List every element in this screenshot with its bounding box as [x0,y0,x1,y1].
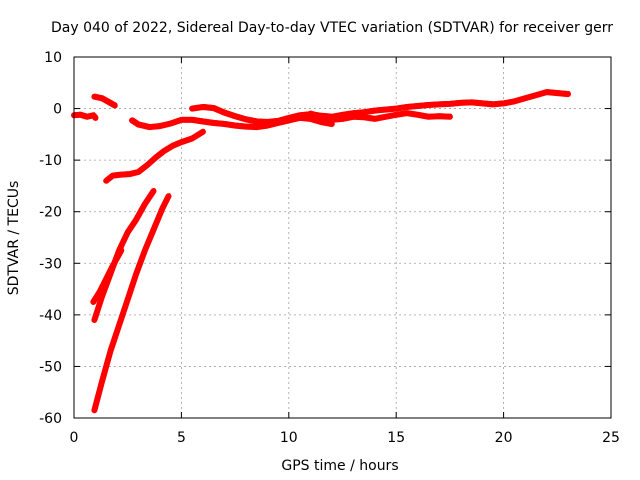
series-arc-8-overlay [92,247,124,302]
y-tick-label: -20 [39,205,62,221]
x-axis-label: GPS time / hours [281,458,398,474]
series-arc-4-overlay [191,89,571,122]
y-tick-label: -60 [39,411,62,427]
series-arc-2 [91,93,118,109]
series-arc-2-overlay [93,93,118,106]
y-tick-label: -40 [39,308,62,324]
grid [74,57,611,418]
series-layer [71,89,571,414]
plot-frame [73,56,612,419]
x-tick-label: 10 [280,430,298,446]
series-arc-1-overlay [73,111,98,118]
x-tick-label: 25 [602,430,620,446]
x-tick-label: 5 [177,430,186,446]
y-tick-label: -50 [39,359,62,375]
y-tick-label: 10 [44,50,62,66]
series-arc-5-overlay [309,110,453,120]
series-arc-9-overlay [93,193,171,411]
x-tick-label: 20 [495,430,513,446]
ticks: 0 5 10 15 20 25 10 0 -10 -20 -30 -40 -50 -60 [39,50,620,446]
chart-title: Day 040 of 2022, Sidereal Day-to-day VTE… [51,20,613,36]
x-tick-label: 15 [387,430,405,446]
y-tick-label: 0 [53,102,62,118]
x-tick-label: 0 [70,430,79,446]
y-tick-label: -30 [39,256,62,272]
series-arc-7-overlay [93,188,156,320]
y-axis-label: SDTVAR / TECUs [6,181,22,296]
y-tick-label: -10 [39,153,62,169]
series-arc-6-overlay [105,128,206,181]
